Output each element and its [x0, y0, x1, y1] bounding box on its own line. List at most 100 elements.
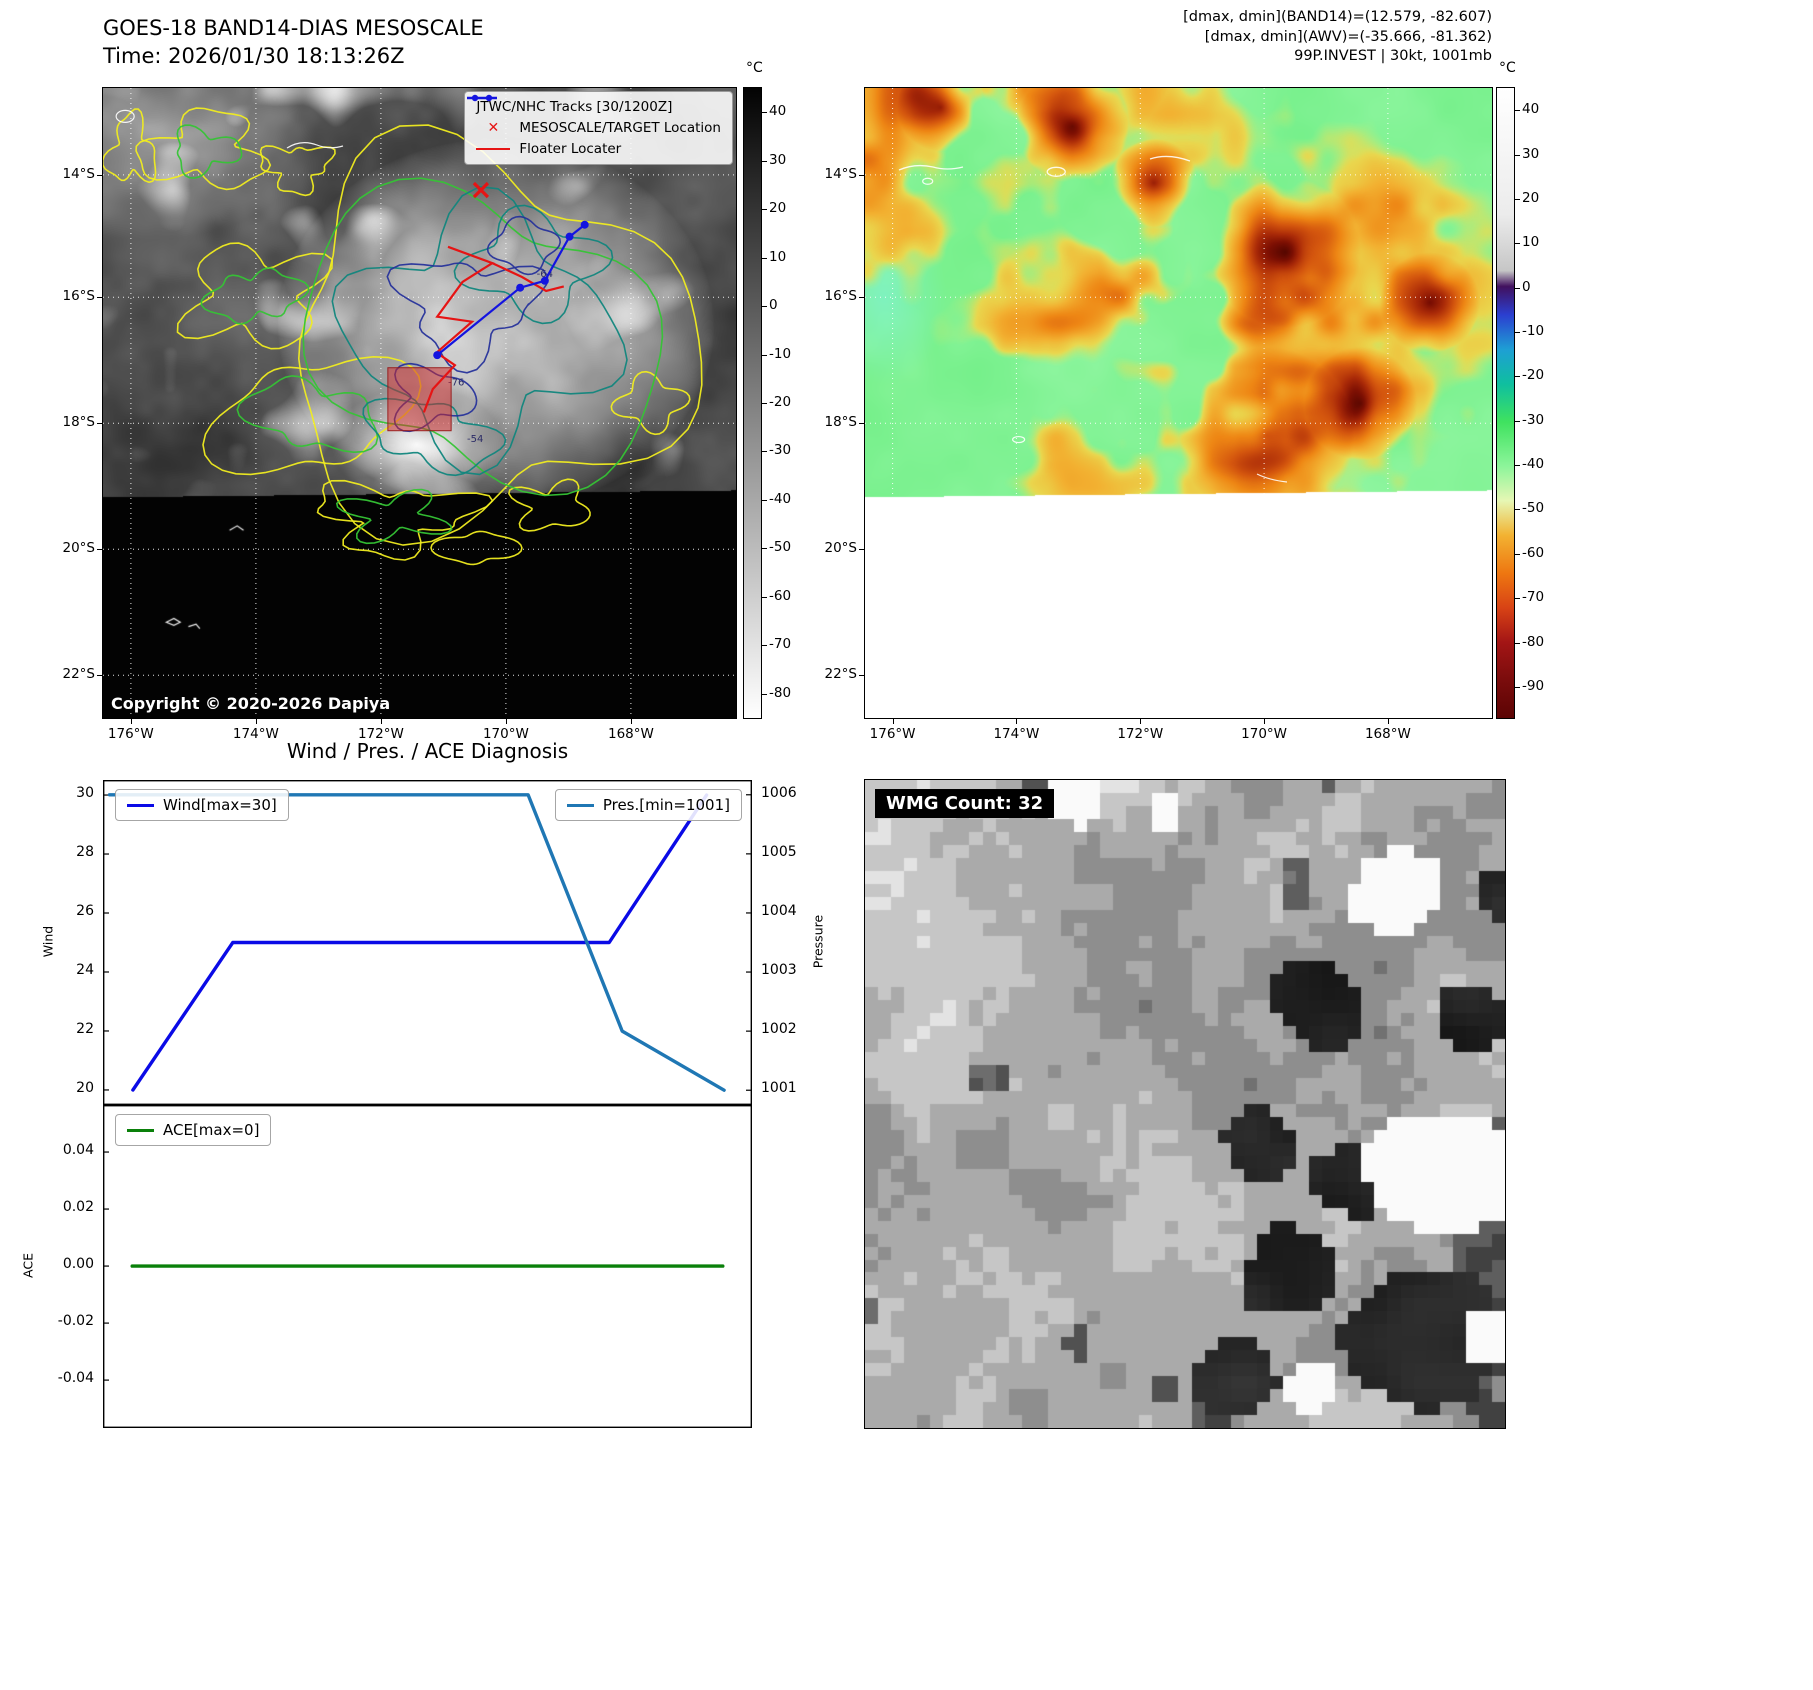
- y-tick-label: 0.02: [62, 1199, 94, 1216]
- colorbar-tick-label: -80: [769, 684, 792, 701]
- floater-line-icon: [476, 148, 511, 150]
- lon-tick-label: 174°W: [993, 726, 1040, 742]
- axis-tick-mark: [762, 306, 767, 308]
- axis-tick-mark: [762, 354, 767, 356]
- lat-tick-label: 14°S: [62, 165, 96, 182]
- axis-tick-mark: [380, 719, 382, 724]
- axis-tick-mark: [762, 209, 767, 211]
- colorbar-tick-label: -30: [1522, 411, 1545, 428]
- axis-tick-mark: [762, 693, 767, 695]
- axis-tick-mark: [1515, 332, 1520, 333]
- axis-tick-mark: [1387, 719, 1389, 724]
- colorbar-tick-label: 20: [769, 200, 787, 217]
- wmg-count-badge: WMG Count: 32: [875, 789, 1055, 818]
- axis-tick-mark: [130, 719, 132, 724]
- ace-plot: [102, 1104, 752, 1429]
- colorbar-tick-label: 10: [1522, 234, 1540, 251]
- axis-tick-mark: [762, 257, 767, 259]
- axis-tick-mark: [1515, 376, 1520, 378]
- axis-tick-mark: [859, 174, 864, 176]
- legend-floater-label: Floater Locater: [519, 141, 622, 157]
- axis-tick-mark: [892, 719, 894, 724]
- axis-tick-mark: [97, 297, 102, 299]
- band14-colorbar: [743, 87, 762, 719]
- colorbar-tick-label: 40: [769, 103, 787, 120]
- axis-tick-mark: [1515, 420, 1520, 422]
- contour-label: -76: [448, 377, 464, 388]
- lon-tick-label: 172°W: [1117, 726, 1164, 742]
- y-tick-label: 1003: [761, 962, 797, 979]
- axis-tick-mark: [1515, 598, 1520, 600]
- y-tick-label: 1005: [761, 843, 797, 860]
- lon-tick-label: 176°W: [869, 726, 916, 742]
- colorbar-tick-label: 30: [1522, 145, 1540, 162]
- lat-tick-label: 16°S: [62, 288, 96, 305]
- colorbar-tick-label: -20: [769, 394, 792, 410]
- axis-tick-mark: [859, 549, 864, 551]
- colorbar-tick-label: 40: [1522, 101, 1540, 118]
- axis-tick-mark: [97, 549, 102, 551]
- y-tick-label: 1001: [761, 1080, 797, 1097]
- colorbar-tick-label: -80: [1522, 633, 1545, 650]
- axis-tick-mark: [762, 451, 767, 453]
- colorbar-tick-label: -50: [769, 539, 792, 556]
- legend-row-track: JTWC/NHC Tracks [30/1200Z]: [467, 94, 721, 115]
- awv-map-panel: [864, 87, 1493, 719]
- dmax-dmin-awv-text: [dmax, dmin](AWV)=(-35.666, -81.362): [1204, 28, 1492, 45]
- colorbar-tick-label: 20: [1522, 189, 1540, 206]
- copyright-text: Copyright © 2020-2026 Dapiya: [111, 694, 391, 713]
- colorbar-tick-label: -10: [769, 345, 792, 362]
- axis-tick-mark: [762, 112, 767, 114]
- axis-tick-mark: [1515, 553, 1520, 555]
- lon-tick-label: 168°W: [1364, 726, 1411, 742]
- axis-tick-mark: [762, 499, 767, 501]
- dmax-dmin-band14-text: [dmax, dmin](BAND14)=(12.579, -82.607): [1183, 9, 1492, 25]
- awv-header: [dmax, dmin](BAND14)=(12.579, -82.607) […: [1183, 8, 1492, 67]
- colorbar-tick-label: 30: [769, 151, 787, 168]
- legend-row-floater: Floater Locater: [476, 141, 721, 157]
- colorbar-tick-label: -30: [769, 442, 792, 459]
- axis-tick-mark: [630, 719, 632, 724]
- band14-timestamp: Time: 2026/01/30 18:13:26Z: [103, 44, 405, 68]
- legend-row-target: ✕ MESOSCALE/TARGET Location: [476, 120, 721, 136]
- storm-status-text: 99P.INVEST | 30kt, 1001mb: [1294, 48, 1492, 64]
- axis-tick-mark: [97, 174, 102, 176]
- axis-tick-mark: [1515, 287, 1520, 289]
- axis-tick-mark: [1515, 642, 1520, 644]
- axis-tick-mark: [1264, 719, 1266, 724]
- band14-colorbar-unit: °C: [746, 60, 763, 76]
- axis-tick-mark: [859, 675, 864, 677]
- wind-pressure-plot: [102, 779, 752, 1106]
- colorbar-tick-label: -70: [1522, 589, 1545, 606]
- awv-colorbar-unit: °C: [1499, 60, 1516, 76]
- colorbar-tick-label: -90: [1522, 677, 1545, 694]
- awv-colorbar: [1496, 87, 1515, 719]
- colorbar-tick-label: -10: [1522, 323, 1545, 339]
- y-tick-label: -0.02: [57, 1313, 94, 1330]
- colorbar-tick-label: -70: [769, 636, 792, 653]
- axis-tick-mark: [97, 675, 102, 677]
- track-line-icon: [467, 94, 498, 102]
- axis-tick-mark: [1515, 110, 1520, 112]
- axis-tick-mark: [1515, 154, 1520, 156]
- colorbar-tick-label: -50: [1522, 500, 1545, 517]
- axis-tick-mark: [859, 297, 864, 299]
- axis-tick-mark: [1140, 719, 1142, 724]
- contour-label: -54: [467, 434, 483, 445]
- colorbar-tick-label: -40: [769, 490, 792, 507]
- ace-axis-label: ACE: [20, 1253, 36, 1278]
- y-tick-label: 1006: [761, 784, 797, 801]
- awv-overlay: [865, 88, 1492, 718]
- axis-tick-mark: [1515, 686, 1520, 688]
- wmg-panel: WMG Count: 32: [864, 779, 1506, 1429]
- axis-tick-mark: [762, 548, 767, 550]
- axis-tick-mark: [762, 160, 767, 162]
- axis-tick-mark: [762, 403, 767, 404]
- wind-pressure-chart: [102, 779, 752, 1106]
- y-tick-label: -0.04: [57, 1370, 94, 1387]
- band14-title: GOES-18 BAND14-DIAS MESOSCALE: [103, 16, 484, 40]
- band14-overlay: -64 -76 -54: [103, 88, 736, 718]
- axis-tick-mark: [97, 423, 102, 425]
- axis-tick-mark: [1515, 198, 1520, 200]
